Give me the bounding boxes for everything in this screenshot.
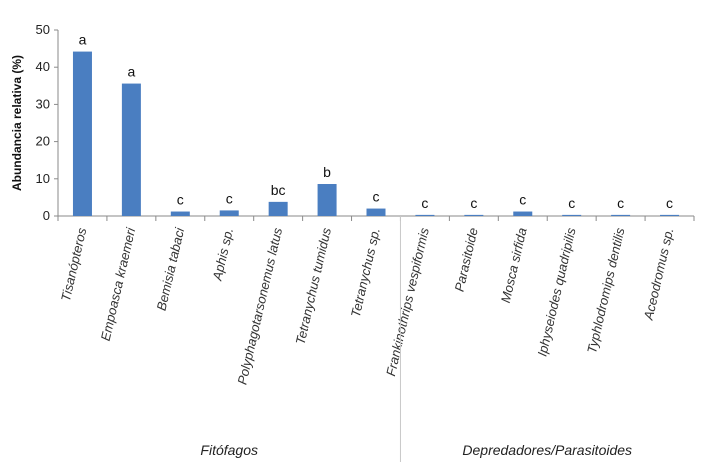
- bar: [219, 210, 239, 216]
- category-label: Polyphagotarsonemus latus: [234, 226, 285, 386]
- bar: [72, 51, 92, 216]
- y-tick-label: 30: [36, 96, 50, 111]
- category-label: Frankinothrips vespiformis: [383, 226, 432, 378]
- significance-letter: c: [177, 192, 184, 208]
- bar: [317, 184, 337, 216]
- significance-letter: c: [617, 195, 624, 211]
- y-tick-label: 0: [43, 208, 50, 223]
- significance-letter: c: [470, 195, 477, 211]
- category-label: Iphyseiodes quadripilis: [534, 226, 578, 358]
- significance-letter: c: [226, 190, 233, 206]
- bar: [464, 214, 484, 216]
- category-label: Mosca sirfida: [498, 226, 530, 304]
- bar: [562, 214, 582, 216]
- significance-letter: c: [666, 195, 673, 211]
- significance-letter: c: [519, 192, 526, 208]
- bar: [660, 214, 680, 216]
- significance-letter: c: [421, 195, 428, 211]
- y-tick-label: 50: [36, 22, 50, 37]
- y-axis-label: Abundancia relativa (%): [10, 55, 24, 191]
- category-labels: Tisanópteros Empoasca kraemeri Bemisia tab…: [58, 225, 677, 386]
- bar: [121, 83, 141, 217]
- significance-letter: c: [373, 189, 380, 205]
- significance-letter: c: [568, 195, 575, 211]
- category-label: Empoasca kraemeri: [98, 225, 139, 342]
- bar: [170, 211, 190, 216]
- group-labels: Fitófagos Depredadores/Parasitoides: [200, 216, 632, 462]
- bar: [268, 201, 288, 216]
- category-label: Typhlodromips dentilis: [584, 226, 628, 355]
- group-label: Fitófagos: [200, 442, 258, 458]
- category-label: Tetranychus sp.: [348, 226, 383, 318]
- category-label: Aphis sp.: [209, 226, 236, 282]
- bars: [72, 51, 680, 217]
- significance-letter: a: [127, 64, 135, 80]
- y-tick-label: 10: [36, 171, 50, 186]
- bar: [611, 214, 631, 216]
- bar: [366, 208, 386, 216]
- significance-letter: bc: [271, 182, 286, 198]
- significance-letter: a: [79, 32, 87, 48]
- category-label: Tisanópteros: [58, 226, 90, 303]
- bar: [415, 214, 435, 216]
- y-tick-label: 40: [36, 59, 50, 74]
- category-label: Tetranychus tumidus: [293, 226, 335, 346]
- bar: [513, 211, 533, 216]
- category-label: Aceodromus sp.: [640, 226, 676, 322]
- category-label: Parasitoide: [452, 226, 481, 293]
- category-label: Bemisia tabaci: [154, 225, 188, 312]
- y-tick-label: 20: [36, 134, 50, 149]
- group-label: Depredadores/Parasitoides: [462, 442, 632, 458]
- y-axis: 0 10 20 30 40 50 Abundancia relativa (%): [10, 22, 695, 223]
- significance-letter: b: [323, 164, 331, 180]
